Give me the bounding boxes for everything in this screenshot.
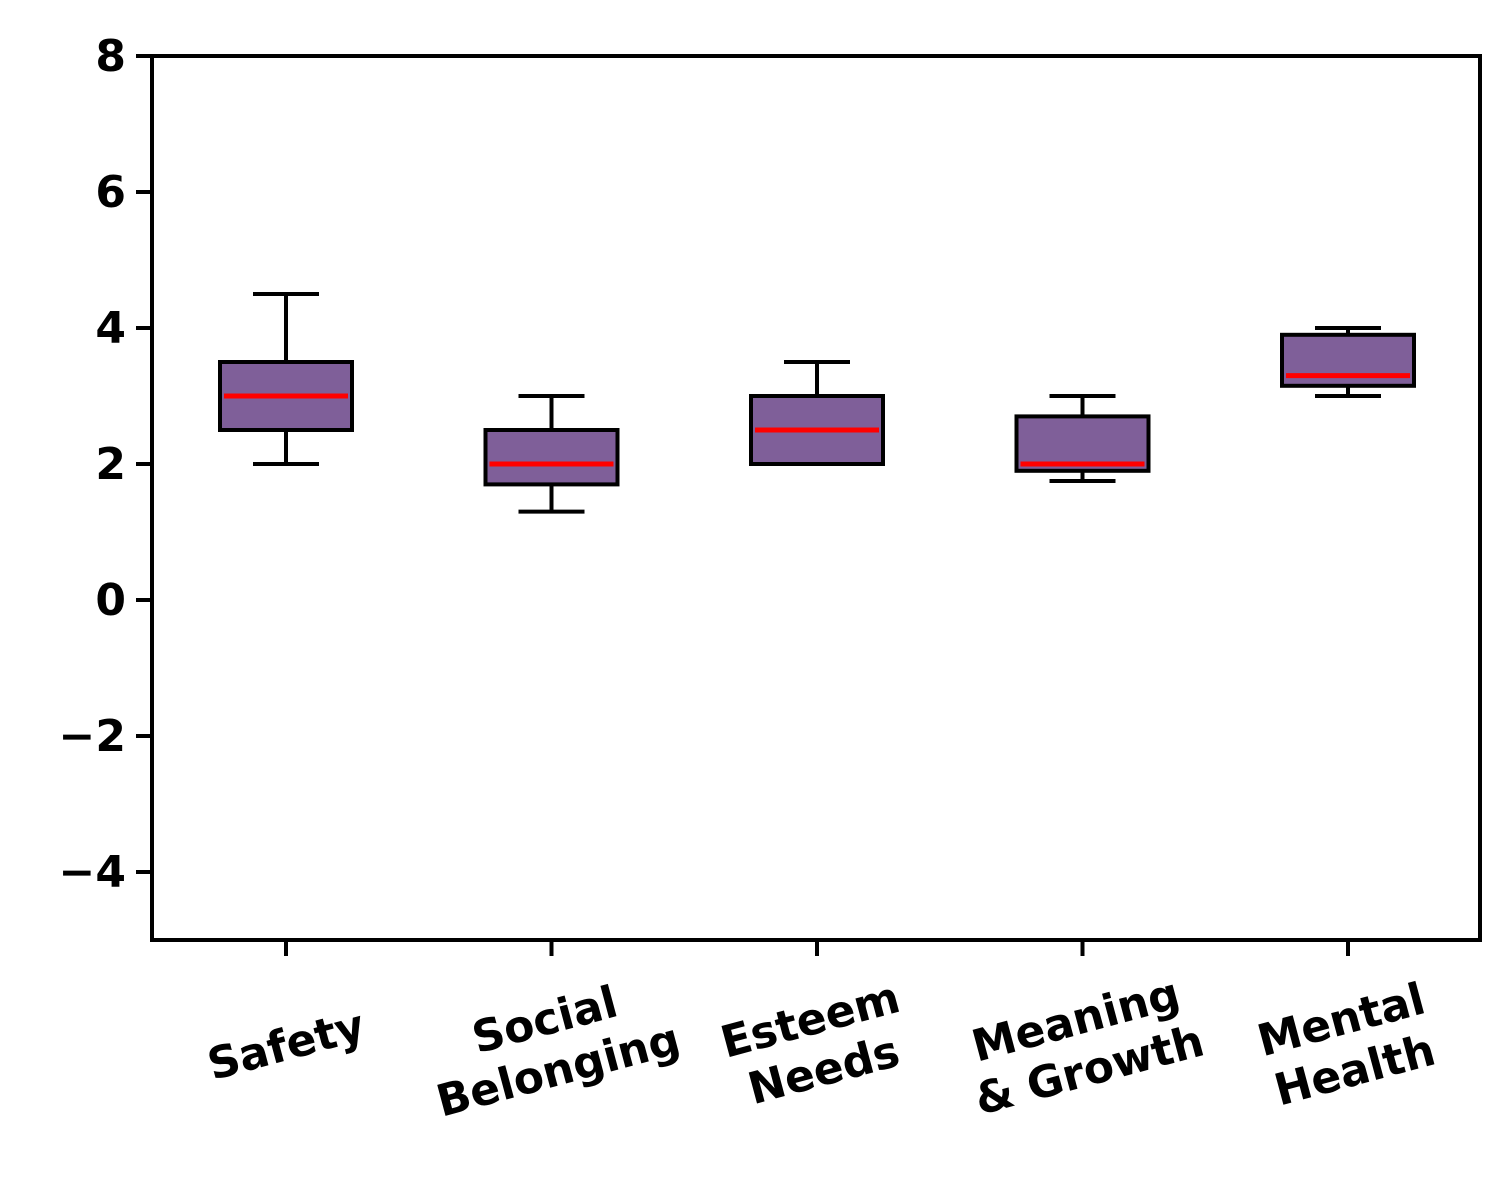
y-tick-label: 2 bbox=[95, 439, 126, 490]
box-iqr bbox=[1280, 332, 1416, 388]
x-tick-label-1: Safety bbox=[202, 1000, 370, 1091]
y-tick-label: 4 bbox=[95, 303, 126, 354]
y-tick-label: 0 bbox=[95, 575, 126, 626]
box-group-3 bbox=[749, 360, 885, 466]
y-tick-label: −2 bbox=[59, 711, 126, 762]
box-group-5 bbox=[1280, 326, 1416, 398]
box-group-4 bbox=[1014, 394, 1151, 483]
y-tick-label: −4 bbox=[59, 847, 126, 898]
y-tick-label: 6 bbox=[95, 167, 126, 218]
plot-marks bbox=[218, 292, 1416, 514]
y-axis: −4 −2 0 2 4 6 8 bbox=[59, 31, 152, 898]
y-tick-label: 8 bbox=[95, 31, 126, 82]
x-tick-label-line: Safety bbox=[202, 1000, 370, 1091]
box-group-1 bbox=[218, 292, 354, 466]
box-group-2 bbox=[483, 394, 620, 514]
box-iqr bbox=[483, 428, 620, 487]
plot-frame bbox=[150, 54, 1482, 942]
x-tick-label-4: Meaning& Growth bbox=[967, 968, 1210, 1125]
